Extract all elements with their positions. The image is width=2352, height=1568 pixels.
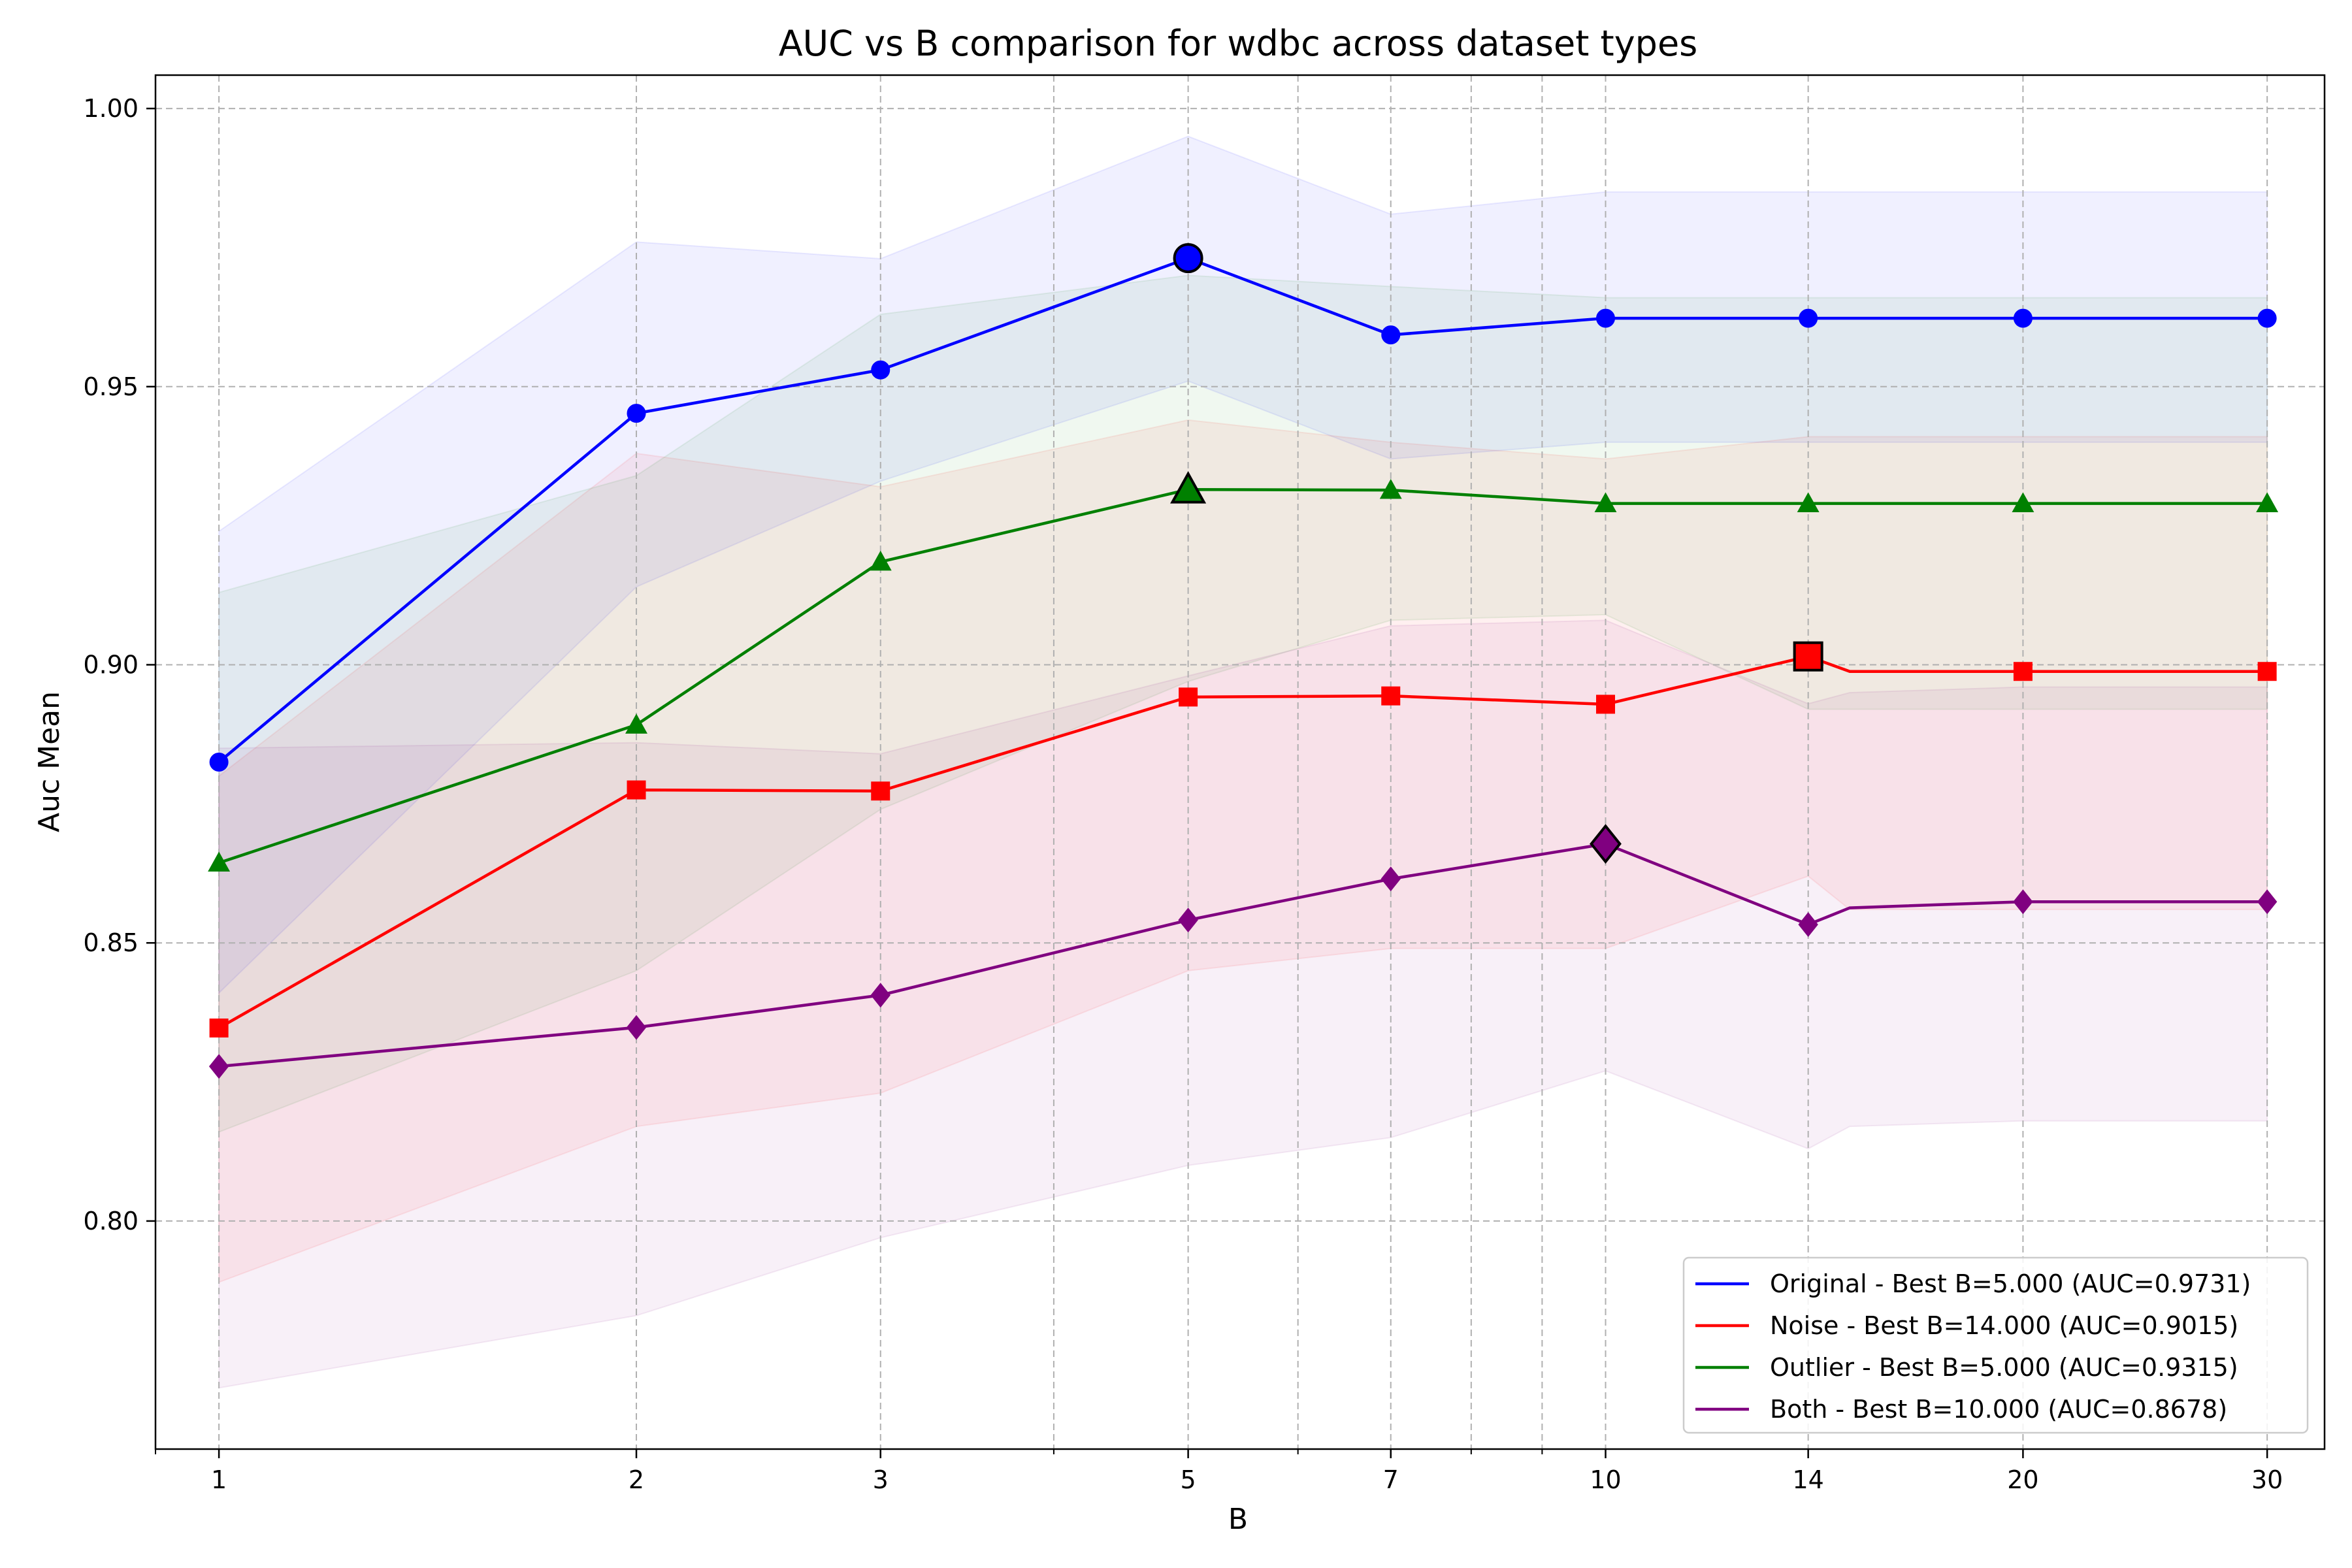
data-point xyxy=(1594,492,1617,512)
series-line-3 xyxy=(218,842,2268,1068)
series-markers xyxy=(208,243,2279,1079)
confidence-bands xyxy=(218,135,2268,1389)
data-point xyxy=(2257,308,2277,328)
best-point-marker xyxy=(1590,824,1622,864)
x-tick-label: 7 xyxy=(1383,1465,1399,1494)
data-point xyxy=(2013,889,2033,915)
x-tick-label: 14 xyxy=(1792,1465,1823,1494)
data-point xyxy=(1797,492,1820,512)
data-point xyxy=(627,780,646,800)
x-tick-label: 5 xyxy=(1181,1465,1196,1494)
data-point xyxy=(1381,325,1401,345)
best-point-marker xyxy=(1170,471,1207,504)
best-point-marker xyxy=(1793,641,1823,672)
data-point xyxy=(871,360,890,380)
data-point xyxy=(1381,686,1401,706)
data-point xyxy=(208,851,231,872)
data-point xyxy=(871,781,890,801)
y-axis-ticks: 0.80 0.85 0.90 0.95 1.00 xyxy=(83,94,155,1235)
x-tick-label: 3 xyxy=(873,1465,889,1494)
data-point xyxy=(869,550,892,571)
y-tick-label: 1.00 xyxy=(83,94,139,123)
legend-label: Both - Best B=10.000 (AUC=0.8678) xyxy=(1770,1395,2227,1424)
x-tick-label: 20 xyxy=(2007,1465,2038,1494)
y-tick-label: 0.95 xyxy=(83,372,139,401)
data-point xyxy=(209,1018,229,1037)
data-point xyxy=(1178,907,1198,933)
data-point xyxy=(2012,492,2034,512)
data-point xyxy=(627,404,646,423)
data-point xyxy=(625,713,647,734)
data-point xyxy=(870,983,890,1008)
data-point xyxy=(2013,308,2033,328)
data-point xyxy=(1379,479,1402,499)
chart-title: AUC vs B comparison for wdbc across data… xyxy=(779,23,1698,64)
x-axis-label: B xyxy=(1228,1503,1248,1536)
data-point xyxy=(626,1015,647,1040)
x-tick-label: 1 xyxy=(211,1465,227,1494)
y-axis-label: Auc Mean xyxy=(33,691,66,832)
legend-label: Outlier - Best B=5.000 (AUC=0.9315) xyxy=(1770,1353,2238,1382)
grid xyxy=(155,75,2325,1449)
data-point xyxy=(1380,866,1401,892)
data-point xyxy=(2256,492,2279,512)
legend-label: Original - Best B=5.000 (AUC=0.9731) xyxy=(1770,1269,2251,1298)
data-point xyxy=(2013,662,2033,681)
y-tick-label: 0.80 xyxy=(83,1207,139,1235)
data-point xyxy=(208,1054,229,1079)
data-point xyxy=(1179,687,1198,707)
plot-frame xyxy=(154,74,2326,1450)
legend: Original - Best B=5.000 (AUC=0.9731) Nois… xyxy=(1682,1256,2309,1434)
x-tick-label: 30 xyxy=(2251,1465,2283,1494)
best-point-marker xyxy=(1173,243,1203,274)
y-tick-label: 0.90 xyxy=(83,651,139,679)
data-point xyxy=(2257,889,2278,915)
x-axis-ticks: 1 2 3 5 7 10 14 20 30 xyxy=(155,1449,2283,1494)
series-line-1 xyxy=(218,655,2268,1030)
data-point xyxy=(1799,308,1818,328)
data-point xyxy=(1596,308,1616,328)
data-point xyxy=(2257,662,2277,681)
legend-label: Noise - Best B=14.000 (AUC=0.9015) xyxy=(1770,1311,2238,1340)
data-point xyxy=(1798,912,1818,938)
x-tick-label: 2 xyxy=(629,1465,644,1494)
data-point xyxy=(209,753,229,772)
legend-box xyxy=(1682,1256,2309,1434)
x-tick-label: 10 xyxy=(1590,1465,1621,1494)
data-point xyxy=(1596,694,1616,714)
y-tick-label: 0.85 xyxy=(83,928,139,957)
